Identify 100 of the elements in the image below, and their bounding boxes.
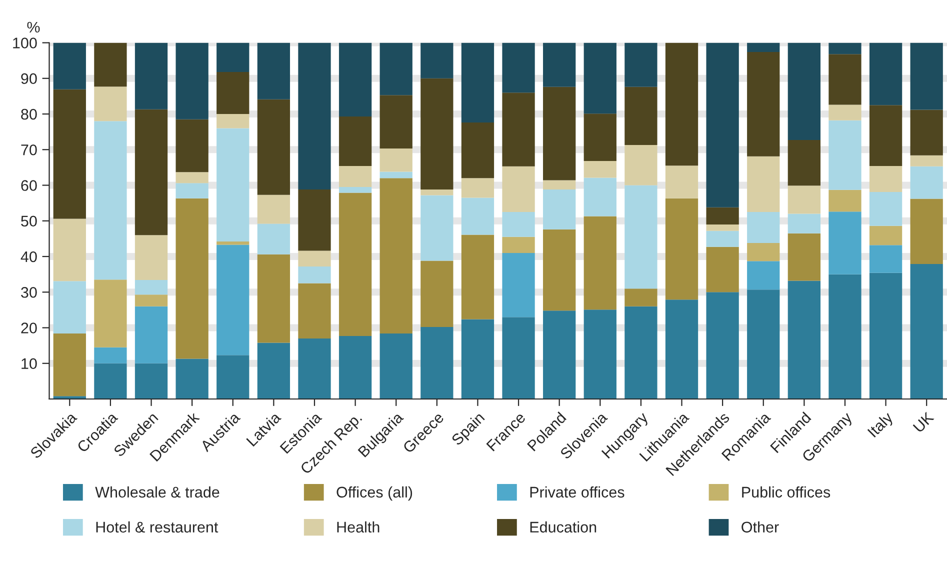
- bar: [706, 246, 739, 292]
- bar: [257, 42, 290, 100]
- bar: [869, 272, 902, 399]
- bar: [543, 229, 576, 311]
- bar: [502, 317, 535, 399]
- bar: [869, 245, 902, 273]
- bar: [706, 230, 739, 247]
- bar: [94, 86, 127, 122]
- bar: [176, 358, 208, 399]
- bar: [53, 281, 86, 334]
- bar: [216, 242, 250, 245]
- y-tick-label: 60: [21, 180, 37, 191]
- bar: [828, 104, 862, 120]
- legend-label: Education: [530, 521, 596, 533]
- bar: [869, 42, 902, 106]
- bar: [828, 54, 862, 105]
- y-tick-label: 90: [21, 73, 37, 84]
- bar: [624, 185, 658, 289]
- y-axis-title: %: [27, 22, 40, 33]
- bar: [94, 42, 127, 87]
- bar: [665, 300, 698, 399]
- bar: [134, 109, 168, 236]
- bar: [828, 190, 862, 212]
- bar: [502, 252, 535, 318]
- y-tick-label: 20: [21, 322, 37, 334]
- y-tick-label: 100: [13, 38, 37, 48]
- bar: [216, 42, 250, 72]
- bar: [706, 292, 739, 399]
- bar: [176, 42, 208, 120]
- bar: [624, 42, 658, 87]
- bar: [665, 166, 698, 198]
- bar: [747, 156, 780, 212]
- bar: [788, 233, 820, 281]
- y-tick-label: 30: [21, 286, 37, 298]
- bar: [869, 226, 902, 246]
- bar: [910, 198, 943, 264]
- bar: [828, 120, 862, 190]
- bar: [298, 266, 331, 284]
- bar: [94, 363, 127, 399]
- bar: [216, 72, 250, 114]
- bar: [624, 306, 658, 399]
- bar: [298, 338, 331, 399]
- bar: [420, 195, 454, 261]
- bar: [338, 166, 372, 188]
- bar: [665, 198, 698, 300]
- bar: [502, 236, 535, 253]
- bar: [624, 288, 658, 306]
- bar: [257, 194, 290, 224]
- bar: [380, 95, 412, 149]
- bar: [338, 187, 372, 193]
- bar: [584, 216, 616, 310]
- bar: [747, 42, 780, 52]
- bar: [94, 121, 127, 280]
- bar: [502, 166, 535, 212]
- bar: [584, 161, 616, 178]
- bar: [461, 319, 494, 399]
- legend-label: Public offices: [742, 486, 830, 498]
- bar: [257, 99, 290, 195]
- bar: [338, 42, 372, 116]
- bar: [706, 42, 739, 208]
- bar: [216, 355, 250, 399]
- bar: [543, 42, 576, 87]
- bar: [543, 86, 576, 180]
- y-tick-label: 50: [21, 216, 37, 227]
- bar: [94, 280, 127, 348]
- bar: [665, 42, 698, 166]
- legend-label: Hotel & restaurent: [96, 521, 218, 533]
- y-tick-label: 80: [21, 108, 37, 120]
- bar: [584, 178, 616, 216]
- bar: [910, 42, 943, 110]
- bar: [747, 261, 780, 290]
- bar: [910, 264, 943, 399]
- bar: [788, 280, 820, 399]
- bar: [338, 192, 372, 336]
- bar: [461, 198, 494, 235]
- bar: [502, 42, 535, 93]
- bar: [461, 122, 494, 178]
- legend-label: Wholesale & trade: [95, 486, 220, 498]
- bar: [543, 310, 576, 399]
- bar: [298, 283, 331, 338]
- bar: [53, 218, 86, 282]
- bar: [53, 89, 86, 219]
- bar: [420, 78, 454, 190]
- bar: [461, 42, 494, 123]
- bar: [747, 52, 780, 156]
- bar: [869, 166, 902, 192]
- bar: [257, 342, 290, 399]
- bar: [257, 224, 290, 254]
- bar: [176, 198, 208, 359]
- legend-label: Offices (all): [336, 486, 412, 501]
- bar: [706, 207, 739, 224]
- y-tick-label: 70: [21, 144, 37, 156]
- bar: [338, 336, 372, 399]
- bar: [869, 192, 902, 226]
- bar: [584, 114, 616, 162]
- bar: [380, 333, 412, 399]
- legend-label: Health: [337, 521, 380, 533]
- bar: [788, 214, 820, 234]
- bar: [338, 116, 372, 166]
- bar: [298, 250, 331, 266]
